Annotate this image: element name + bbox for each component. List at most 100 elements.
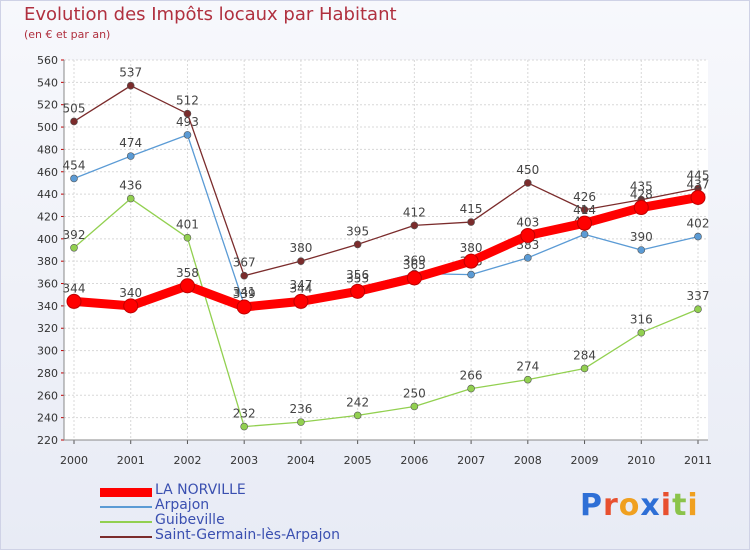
x-tick-label: 2004 xyxy=(287,454,315,467)
data-point xyxy=(694,232,702,241)
data-label: 401 xyxy=(176,218,199,232)
data-label: 341 xyxy=(233,285,256,299)
data-label: 380 xyxy=(289,241,312,255)
data-point xyxy=(350,283,366,299)
data-label: 493 xyxy=(176,115,199,129)
x-tick-label: 2011 xyxy=(684,454,712,467)
data-point xyxy=(520,227,536,243)
legend-swatch xyxy=(100,536,152,538)
data-label: 428 xyxy=(630,188,653,202)
series-line xyxy=(69,192,703,312)
data-point xyxy=(126,152,135,160)
data-point xyxy=(467,384,475,393)
data-point xyxy=(467,270,475,279)
legend-label: LA NORVILLE xyxy=(155,482,246,498)
data-label: 537 xyxy=(119,66,142,80)
data-label: 454 xyxy=(63,158,86,172)
y-tick-label: 280 xyxy=(37,367,58,380)
data-point xyxy=(580,230,589,239)
x-tick-label: 2008 xyxy=(514,454,542,467)
data-point xyxy=(694,305,702,314)
data-label: 414 xyxy=(573,203,596,217)
series-guibeville: 392 436 401 232 236 242 250 266 274 284 316 337 xyxy=(63,179,710,431)
y-tick-label: 340 xyxy=(37,300,58,313)
data-point xyxy=(123,298,139,314)
data-label: 340 xyxy=(119,286,142,300)
data-point xyxy=(297,418,305,426)
series-line xyxy=(73,197,699,428)
series-line xyxy=(73,85,699,277)
data-point xyxy=(66,293,82,309)
data-point xyxy=(183,131,192,139)
data-point xyxy=(240,422,248,431)
data-label: 426 xyxy=(573,190,596,204)
data-point xyxy=(353,411,362,420)
data-label: 344 xyxy=(63,281,86,295)
data-label: 402 xyxy=(687,217,710,231)
data-label: 437 xyxy=(687,177,710,191)
data-label: 403 xyxy=(516,215,539,229)
data-label: 356 xyxy=(346,268,369,282)
data-point xyxy=(240,271,248,280)
data-point xyxy=(410,221,419,230)
y-tick-label: 320 xyxy=(37,322,58,335)
chart-title: Evolution des Impôts locaux par Habitant xyxy=(24,4,397,25)
data-point xyxy=(463,253,479,269)
data-label: 344 xyxy=(289,281,312,295)
x-tick-label: 2009 xyxy=(571,454,599,467)
y-tick-label: 440 xyxy=(37,188,58,201)
x-tick-label: 2010 xyxy=(627,454,655,467)
y-tick-label: 260 xyxy=(37,389,58,402)
data-label: 232 xyxy=(233,407,256,421)
data-point xyxy=(126,81,135,90)
chart-subtitle: (en € et par an) xyxy=(24,28,111,41)
y-tick-label: 420 xyxy=(37,210,58,223)
y-tick-label: 560 xyxy=(37,54,58,67)
data-label: 339 xyxy=(233,287,256,301)
data-label: 435 xyxy=(630,180,653,194)
data-label: 353 xyxy=(346,271,369,285)
data-label: 390 xyxy=(630,230,653,244)
data-label: 369 xyxy=(403,253,426,267)
x-tick-label: 2003 xyxy=(230,454,258,467)
data-label: 415 xyxy=(460,202,483,216)
legend-label: Arpajon xyxy=(155,497,210,513)
data-point xyxy=(577,215,593,231)
data-label: 250 xyxy=(403,386,426,400)
y-tick-label: 540 xyxy=(37,76,58,89)
data-label: 445 xyxy=(687,169,710,183)
x-tick-label: 2006 xyxy=(400,454,428,467)
series-la-norville: 344 340 358 339 344 353 365 380 403 414 428 437 xyxy=(63,177,710,315)
proxiti-logo: Proxiti xyxy=(580,488,699,523)
data-label: 412 xyxy=(403,205,426,219)
x-tick-label: 2000 xyxy=(60,454,88,467)
data-label: 337 xyxy=(687,289,710,303)
data-point xyxy=(524,179,532,187)
data-label: 512 xyxy=(176,94,199,108)
data-point xyxy=(410,402,419,411)
data-label: 395 xyxy=(346,224,369,238)
data-label: 367 xyxy=(233,256,256,270)
data-label: 242 xyxy=(346,395,369,409)
y-tick-label: 380 xyxy=(37,255,58,268)
data-label: 347 xyxy=(289,278,312,292)
data-label: 358 xyxy=(176,266,199,280)
data-point xyxy=(580,364,589,373)
legend-label: Guibeville xyxy=(155,512,225,528)
y-tick-label: 360 xyxy=(37,278,58,291)
data-point xyxy=(637,328,646,337)
data-point xyxy=(467,218,475,226)
data-point xyxy=(70,174,78,183)
data-point xyxy=(690,189,706,205)
data-point xyxy=(353,240,362,249)
x-tick-label: 2005 xyxy=(344,454,372,467)
data-point xyxy=(524,375,532,384)
data-point xyxy=(236,299,252,315)
legend-label: Saint-Germain-lès-Arpajon xyxy=(155,527,340,543)
y-tick-label: 400 xyxy=(37,233,58,246)
x-tick-label: 2002 xyxy=(173,454,201,467)
data-point xyxy=(297,257,305,265)
y-tick-label: 300 xyxy=(37,345,58,358)
y-tick-label: 460 xyxy=(37,166,58,179)
legend-swatch xyxy=(100,521,152,523)
